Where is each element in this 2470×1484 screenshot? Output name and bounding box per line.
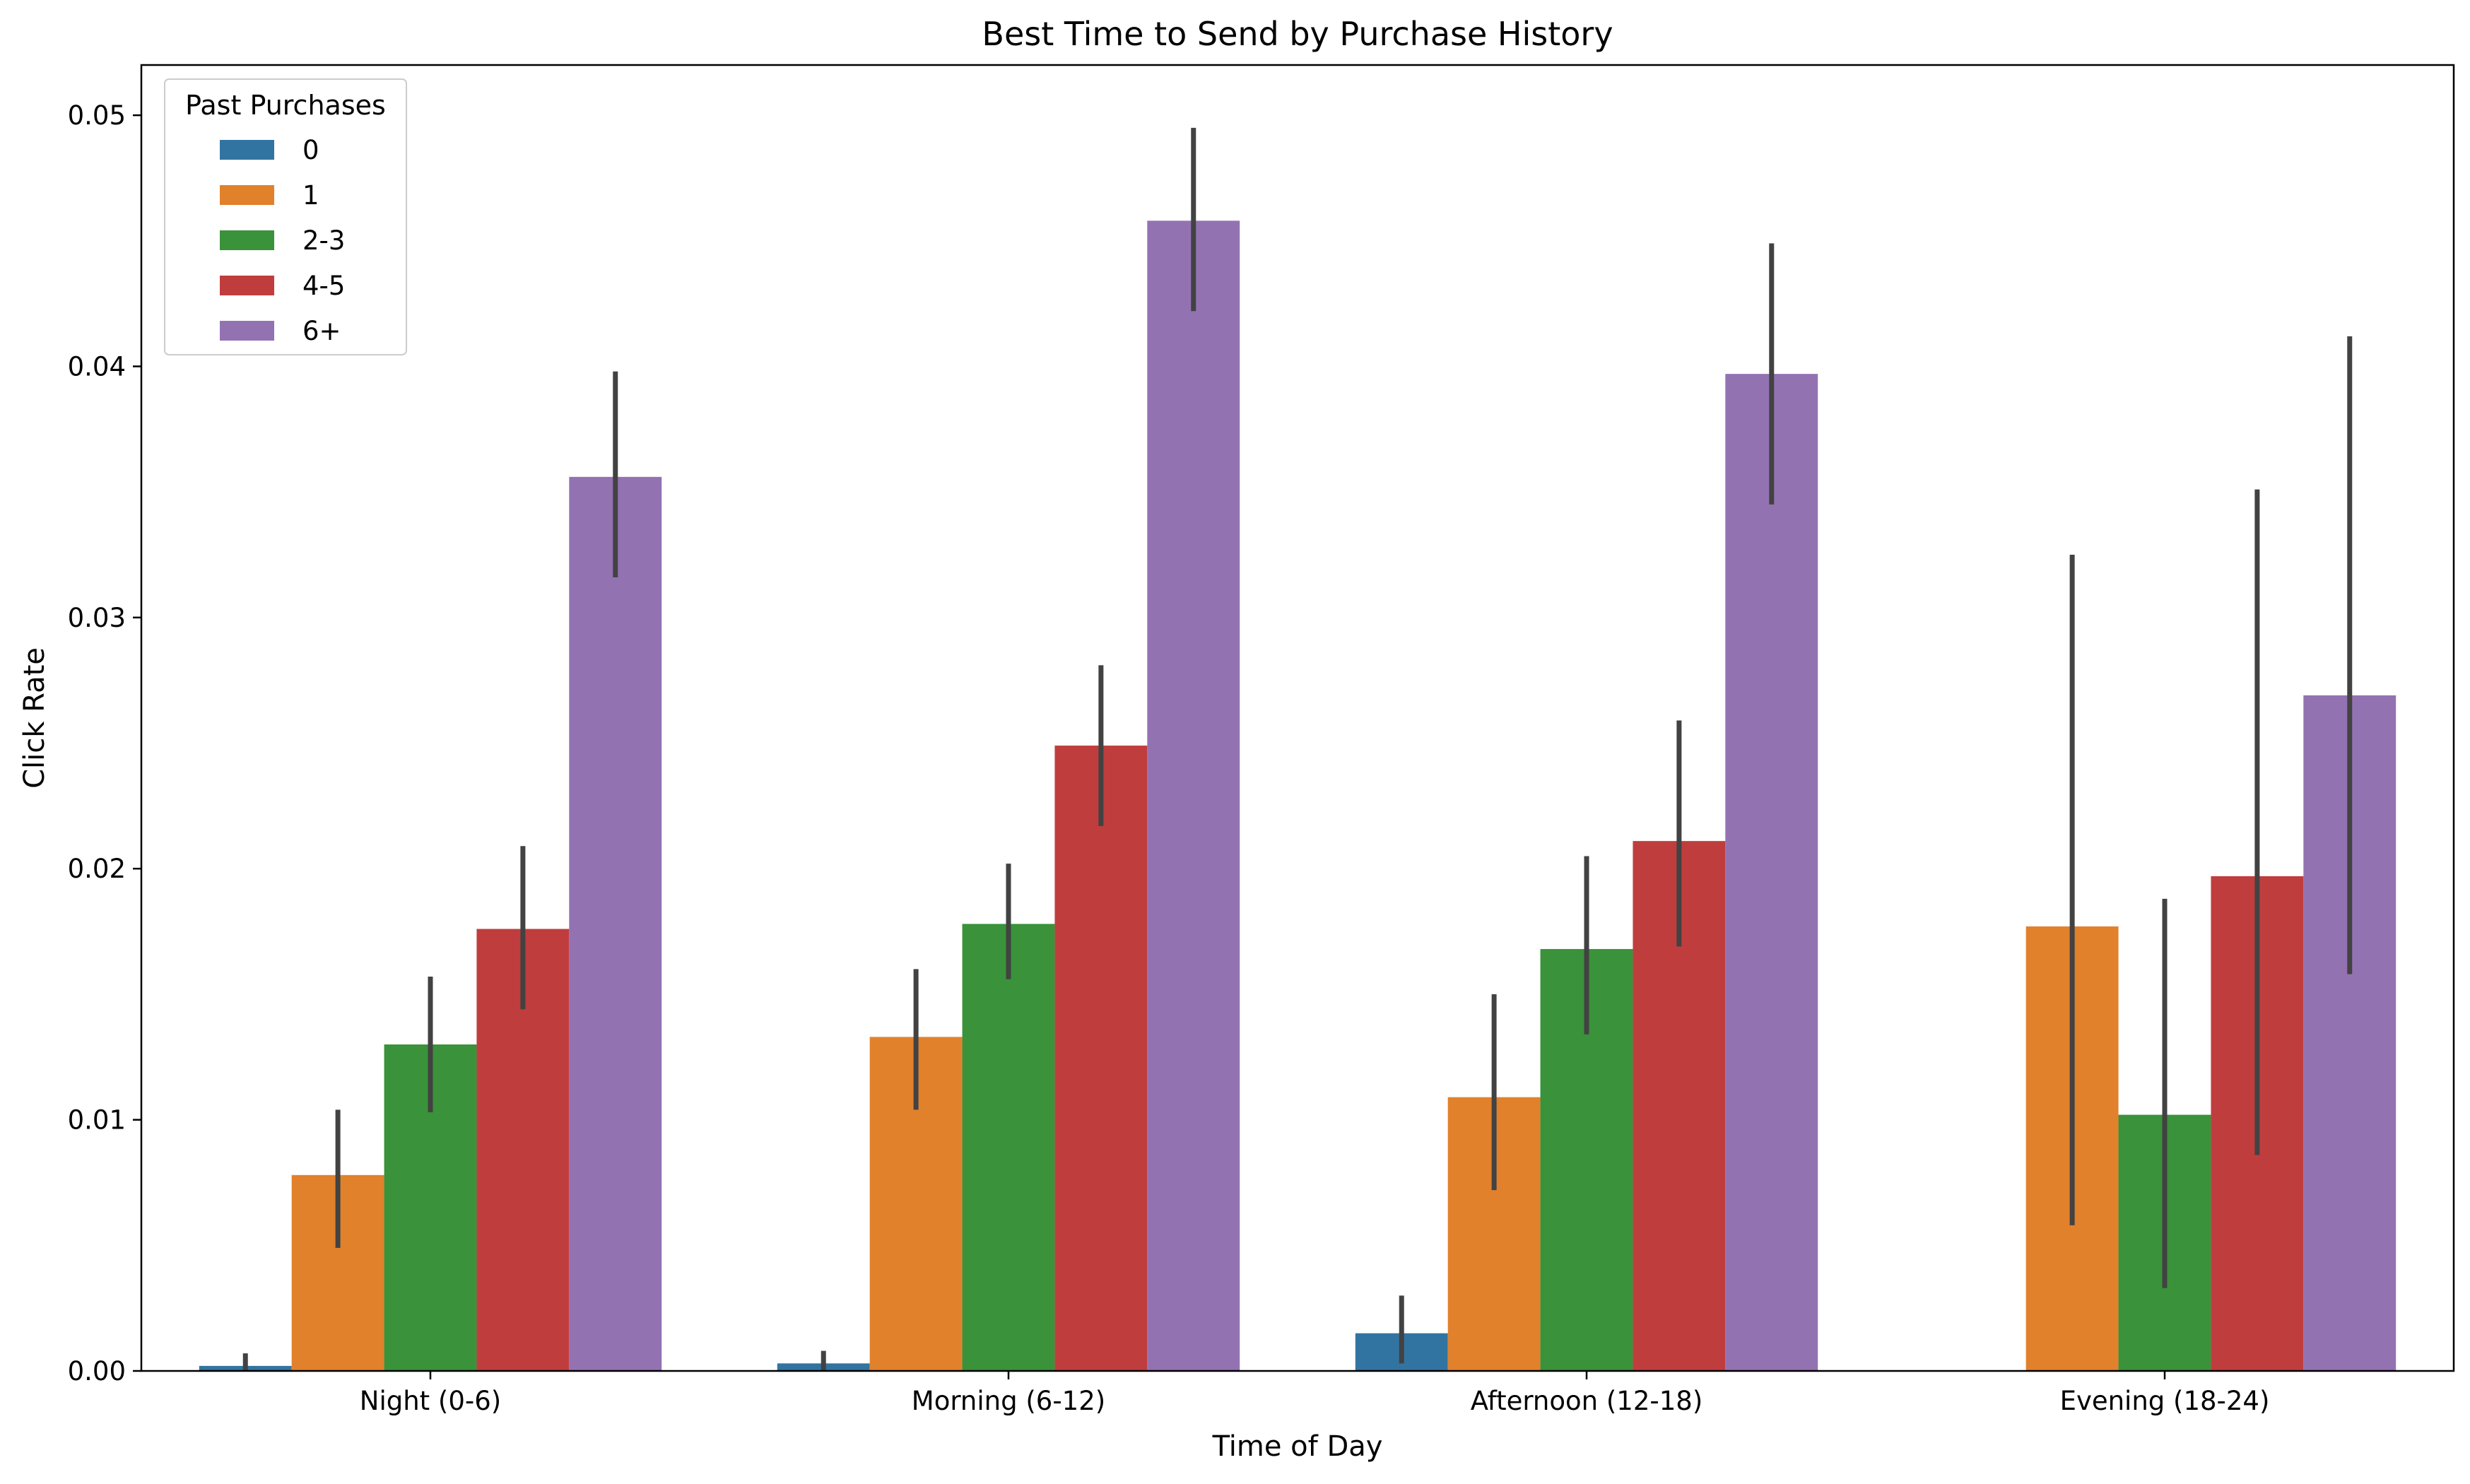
legend-swatch-6 [220, 321, 274, 341]
legend-swatch-4-5 [220, 276, 274, 295]
bar-6-morning-6-12 [1147, 220, 1240, 1371]
legend-swatch-0 [220, 140, 274, 160]
y-tick-label: 0.05 [68, 100, 126, 131]
legend-label-2-3: 2-3 [302, 225, 345, 256]
legend-swatch-2-3 [220, 230, 274, 250]
x-tick-label-morning-6-12: Morning (6-12) [912, 1386, 1105, 1416]
y-axis-label: Click Rate [18, 647, 51, 789]
axes-frame [140, 64, 2455, 1372]
bar-2-3-morning-6-12 [962, 924, 1055, 1371]
legend-label-1: 1 [302, 180, 319, 211]
x-tick-label-night-0-6: Night (0-6) [360, 1386, 501, 1416]
y-tick-label: 0.04 [68, 351, 126, 382]
legend-label-6: 6+ [302, 316, 341, 346]
ticks: 0.00 0.01 0.02 0.03 0.04 0.05 Night (0-6) Morni… [68, 100, 2270, 1416]
legend-label-4-5: 4-5 [302, 271, 345, 301]
x-tick-label-evening-18-24: Evening (18-24) [2060, 1386, 2270, 1416]
y-tick-label: 0.02 [68, 854, 126, 884]
plot-area [199, 127, 2397, 1371]
x-tick-label-afternoon-12-18: Afternoon (12-18) [1471, 1386, 1703, 1416]
y-tick-label: 0.03 [68, 603, 126, 633]
legend-items: 0 1 2-3 4-5 6+ [220, 135, 345, 346]
bar-6-night-0-6 [569, 476, 662, 1371]
bar-4-5-morning-6-12 [1054, 746, 1148, 1371]
x-axis-label: Time of Day [1212, 1430, 1383, 1463]
legend: Past Purchases 0 1 2-3 4-5 6+ [164, 78, 407, 355]
legend-swatch-1 [220, 185, 274, 205]
bar-6-afternoon-12-18 [1725, 374, 1818, 1371]
y-tick-label: 0.01 [68, 1105, 126, 1136]
chart-title: Best Time to Send by Purchase History [982, 15, 1613, 53]
legend-label-0: 0 [302, 135, 319, 165]
legend-title: Past Purchases [185, 90, 386, 121]
y-tick-label: 0.00 [68, 1356, 126, 1386]
